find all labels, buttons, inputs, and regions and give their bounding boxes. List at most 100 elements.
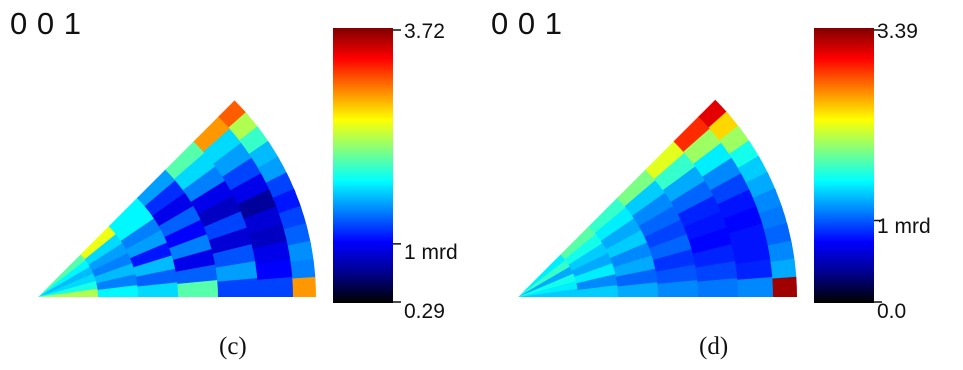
ipf-cell — [577, 284, 619, 297]
ipf-cell — [174, 152, 218, 193]
ipf-cell — [677, 195, 723, 230]
ipf-cell — [632, 192, 676, 228]
ipf-cell — [644, 139, 688, 182]
ipf-cell — [772, 276, 797, 297]
direction-label: 0 0 1 — [491, 6, 563, 41]
ipf-panel-c: 0 0 1 3.72 1 mrd 0.29 (c) — [0, 0, 481, 370]
ipf-cell — [672, 114, 713, 155]
ipf-cell — [600, 217, 643, 251]
colorbar — [814, 28, 874, 303]
ipf-cell — [137, 282, 179, 297]
figure-caption: (c) — [219, 333, 247, 360]
ipf-cell — [657, 279, 699, 297]
ipf-cell — [84, 233, 124, 266]
ipf-cell — [38, 288, 99, 297]
ipf-cell — [695, 260, 739, 285]
ipf-cell — [683, 211, 729, 243]
ipf-cell — [152, 192, 196, 228]
ipf-cell — [177, 279, 219, 297]
ipf-cell — [192, 114, 233, 155]
ipf-cell — [702, 157, 744, 193]
ipf-cell — [217, 278, 259, 297]
ipf-plot-d — [518, 28, 882, 303]
ipf-cell — [649, 233, 694, 262]
ipf-cell — [770, 258, 797, 283]
ipf-cell — [80, 225, 118, 260]
ipf-cell — [564, 233, 604, 266]
ipf-cell — [588, 196, 628, 235]
ipf-cell — [560, 225, 598, 260]
ipf-cell — [717, 189, 759, 222]
ipf-cell — [518, 280, 579, 297]
ipf-cell — [222, 157, 264, 193]
ipf-cell — [655, 264, 699, 286]
ipf-cell — [571, 252, 614, 278]
ipf-cell — [287, 240, 315, 266]
ipf-cell — [615, 268, 659, 288]
ipf-cell — [767, 240, 796, 266]
ipf-cell — [257, 276, 294, 297]
ipf-cell — [213, 142, 255, 180]
ipf-cell — [518, 273, 578, 297]
ipf-cell — [710, 172, 752, 208]
ipf-cell — [290, 258, 316, 283]
ipf-cell — [638, 205, 683, 239]
ipf-cell — [169, 233, 214, 262]
ipf-cell — [654, 152, 698, 193]
ipf-cell — [255, 258, 294, 283]
ipf-cell — [38, 266, 95, 297]
ipf-cell — [737, 276, 774, 297]
ipf-plot-c — [38, 28, 401, 303]
direction-label: 0 0 1 — [10, 6, 82, 41]
ipf-cell — [203, 128, 245, 167]
ipf-cell — [38, 273, 98, 297]
colorbar-min-label: 0.29 — [404, 300, 445, 323]
ipf-cell — [624, 179, 667, 218]
ipf-cell — [38, 259, 92, 297]
ipf-cell — [108, 196, 148, 235]
ipf-cells — [38, 100, 316, 297]
ipf-cell — [190, 180, 236, 217]
ipf-cell — [164, 139, 208, 182]
ipf-cell — [518, 259, 572, 297]
ipf-cell — [594, 206, 636, 243]
colorbar-ticks — [393, 29, 401, 303]
ipf-cell — [568, 242, 610, 272]
figure-caption: (d) — [699, 333, 729, 360]
ipf-cell — [114, 206, 156, 243]
ipf-cell — [230, 172, 272, 208]
ipf-cell — [120, 217, 163, 251]
colorbar-mid-label: 1 mrd — [404, 241, 458, 264]
ipf-cell — [97, 284, 139, 297]
ipf-cell — [94, 262, 137, 285]
colorbar-mid-label: 1 mrd — [877, 215, 931, 238]
ipf-cell — [203, 211, 249, 243]
colorbar — [333, 28, 393, 303]
ipf-cell — [605, 229, 649, 260]
colorbar-max-label: 3.39 — [877, 20, 918, 43]
ipf-cell — [518, 266, 575, 297]
ipf-cell — [38, 280, 99, 297]
ipf-cell — [644, 219, 689, 251]
ipf-cell — [197, 195, 243, 230]
ipf-cell — [735, 258, 774, 283]
ipf-cell — [670, 180, 716, 217]
ipf-cell — [610, 242, 654, 269]
ipf-cell — [215, 260, 259, 285]
ipf-cell — [125, 229, 169, 260]
ipf-cell — [574, 262, 617, 285]
ipf-cell — [164, 219, 209, 251]
ipf-cell — [616, 168, 658, 208]
ipf-cell — [144, 179, 187, 218]
ipf-cell — [662, 165, 708, 205]
ipf-cell — [182, 165, 228, 205]
ipf-cell — [175, 264, 219, 286]
ipf-cell — [38, 253, 87, 297]
colorbar-min-label: 0.0 — [877, 300, 907, 323]
ipf-cell — [518, 288, 579, 297]
colorbar-max-label: 3.72 — [404, 20, 445, 43]
ipf-cell — [693, 142, 735, 180]
ipf-cell — [136, 168, 178, 208]
ipf-cell — [158, 205, 203, 239]
ipf-cell — [91, 252, 134, 278]
